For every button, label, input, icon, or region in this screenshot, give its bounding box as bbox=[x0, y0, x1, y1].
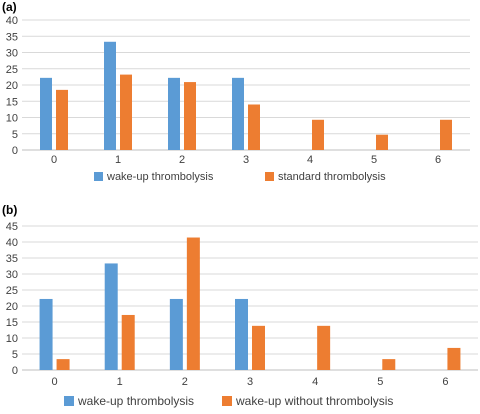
legend-swatch-a-0 bbox=[94, 172, 103, 181]
x-tick-label: 0 bbox=[51, 154, 57, 166]
x-ticks-b: 0 1 2 3 4 5 6 bbox=[52, 376, 449, 388]
x-tick-label: 5 bbox=[371, 154, 377, 166]
bar-a-series1-cat2 bbox=[184, 82, 196, 150]
bar-a-series0-cat2 bbox=[168, 77, 180, 150]
x-tick-label: 6 bbox=[435, 154, 441, 166]
y-tick-label: 15 bbox=[6, 96, 18, 108]
legend-label-a-0: wake-up thrombolysis bbox=[106, 171, 214, 183]
bar-b-series0-cat0 bbox=[39, 298, 53, 370]
x-tick-label: 3 bbox=[243, 154, 249, 166]
legend-swatch-b-1 bbox=[222, 396, 232, 406]
bar-a-series1-cat5 bbox=[376, 134, 388, 150]
bar-a-series0-cat0 bbox=[40, 77, 52, 150]
gridlines-b bbox=[22, 225, 478, 371]
x-tick-label: 4 bbox=[312, 376, 318, 388]
x-tick-label: 4 bbox=[307, 154, 313, 166]
y-tick-label: 40 bbox=[6, 15, 18, 27]
legend-label-a-1: standard thrombolysis bbox=[278, 171, 386, 183]
bar-b-series1-cat2 bbox=[186, 237, 200, 370]
x-tick-label: 3 bbox=[247, 376, 253, 388]
bars-b bbox=[39, 237, 461, 370]
legend-b: wake-up thrombolysis wake-up without thr… bbox=[64, 394, 393, 408]
y-tick-label: 25 bbox=[6, 64, 18, 76]
y-tick-label: 45 bbox=[6, 221, 18, 233]
bar-a-series1-cat0 bbox=[56, 89, 68, 150]
legend-swatch-a-1 bbox=[265, 172, 274, 181]
y-tick-label: 10 bbox=[6, 333, 18, 345]
legend-label-b-1: wake-up without thrombolysis bbox=[235, 394, 393, 408]
y-tick-label: 25 bbox=[6, 285, 18, 297]
y-tick-label: 40 bbox=[6, 237, 18, 249]
x-tick-label: 2 bbox=[182, 376, 188, 388]
bar-b-series0-cat3 bbox=[235, 298, 248, 370]
bar-a-series0-cat3 bbox=[232, 77, 244, 150]
y-tick-label: 30 bbox=[6, 269, 18, 281]
y-tick-label: 20 bbox=[6, 80, 18, 92]
y-tick-label: 0 bbox=[12, 145, 18, 157]
bar-b-series0-cat1 bbox=[104, 263, 118, 370]
x-tick-label: 2 bbox=[179, 154, 185, 166]
panel-label-b: (b) bbox=[2, 203, 17, 217]
bar-b-series1-cat1 bbox=[121, 314, 135, 370]
x-tick-label: 1 bbox=[115, 154, 121, 166]
x-tick-label: 6 bbox=[442, 376, 448, 388]
y-tick-label: 35 bbox=[6, 31, 18, 43]
gridlines-a bbox=[22, 19, 470, 151]
legend-swatch-b-0 bbox=[64, 396, 74, 406]
y-tick-label: 0 bbox=[12, 365, 18, 377]
bar-a-series1-cat4 bbox=[312, 119, 324, 150]
bar-a-series1-cat1 bbox=[120, 74, 132, 150]
y-tick-label: 15 bbox=[6, 317, 18, 329]
bar-b-series1-cat0 bbox=[56, 359, 70, 370]
x-tick-label: 5 bbox=[377, 376, 383, 388]
bar-b-series1-cat5 bbox=[382, 359, 396, 370]
bar-a-series0-cat1 bbox=[104, 41, 116, 150]
bars-a bbox=[40, 41, 452, 150]
bar-b-series1-cat6 bbox=[447, 347, 461, 370]
x-tick-label: 0 bbox=[52, 376, 58, 388]
y-tick-label: 5 bbox=[12, 129, 18, 141]
legend-a: wake-up thrombolysis standard thrombolys… bbox=[94, 171, 386, 183]
bar-a-series1-cat3 bbox=[248, 104, 260, 150]
bar-b-series0-cat2 bbox=[169, 298, 183, 370]
panel-label-a: (a) bbox=[2, 0, 17, 14]
y-tick-label: 10 bbox=[6, 113, 18, 125]
x-tick-label: 1 bbox=[117, 376, 123, 388]
y-tick-label: 5 bbox=[12, 349, 18, 361]
chart-panel-a: (a) 0 5 10 15 20 25 30 35 40 0 1 2 3 4 5 6 wake-up thr… bbox=[2, 0, 470, 183]
x-ticks-a: 0 1 2 3 4 5 6 bbox=[51, 154, 441, 166]
bar-b-series1-cat3 bbox=[252, 325, 265, 370]
y-ticks-a: 0 5 10 15 20 25 30 35 40 bbox=[6, 15, 18, 157]
bar-a-series1-cat6 bbox=[440, 119, 452, 150]
bar-b-series1-cat4 bbox=[317, 325, 331, 370]
y-tick-label: 20 bbox=[6, 301, 18, 313]
y-ticks-b: 0 5 10 15 20 25 30 35 40 45 bbox=[6, 221, 18, 377]
y-tick-label: 35 bbox=[6, 253, 18, 265]
legend-label-b-0: wake-up thrombolysis bbox=[77, 394, 194, 408]
y-tick-label: 30 bbox=[6, 48, 18, 60]
